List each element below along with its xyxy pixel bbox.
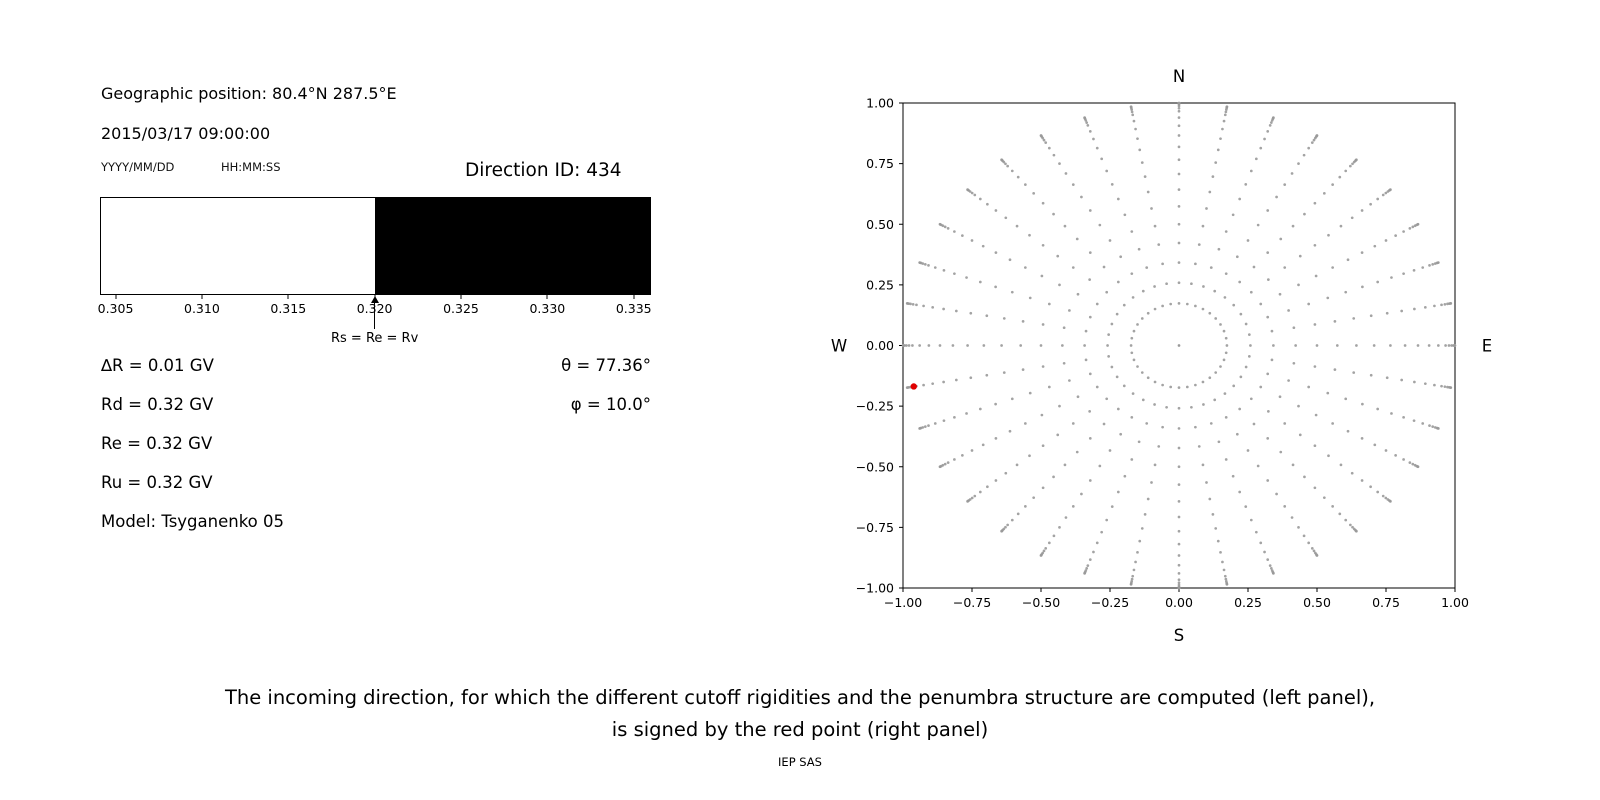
date-format-hint: YYYY/MM/DD xyxy=(101,160,175,174)
theta-value: θ = 77.36° xyxy=(561,356,651,375)
penumbra-tick-mark xyxy=(546,295,548,299)
penumbra-tick-label: 0.310 xyxy=(184,301,220,316)
penumbra-tick-mark xyxy=(633,295,635,299)
boundary-arrow-label: Rs = Re = Rv xyxy=(330,331,419,346)
penumbra-tick-label: 0.325 xyxy=(443,301,479,316)
direction-grid-dots xyxy=(901,101,1457,590)
compass-south-label: S xyxy=(1174,626,1184,645)
svg-text:−0.50: −0.50 xyxy=(856,459,894,474)
param-delta-r: ∆R = 0.01 GV xyxy=(101,356,214,375)
compass-west-label: W xyxy=(831,337,847,356)
selected-direction-point xyxy=(910,383,917,390)
penumbra-tick-mark xyxy=(115,295,117,299)
svg-text:−0.75: −0.75 xyxy=(953,595,991,610)
svg-text:0.75: 0.75 xyxy=(866,156,894,171)
penumbra-tick-mark xyxy=(460,295,462,299)
svg-text:0.25: 0.25 xyxy=(1234,595,1262,610)
svg-text:1.00: 1.00 xyxy=(866,96,894,111)
direction-id-text: Direction ID: 434 xyxy=(465,160,622,181)
penumbra-tick-label: 0.305 xyxy=(97,301,134,316)
caption-line-1: The incoming direction, for which the di… xyxy=(224,686,1376,709)
caption-line-2: is signed by the red point (right panel) xyxy=(611,718,989,741)
svg-text:0.25: 0.25 xyxy=(866,277,894,292)
arrow-line xyxy=(374,301,376,329)
svg-text:−0.25: −0.25 xyxy=(1091,595,1129,610)
svg-text:0.00: 0.00 xyxy=(866,338,894,353)
compass-north-label: N xyxy=(1173,67,1185,86)
param-re: Re = 0.32 GV xyxy=(101,434,213,453)
svg-text:−0.75: −0.75 xyxy=(856,520,894,535)
credit-text: IEP SAS xyxy=(778,755,822,769)
arrow-up-icon xyxy=(370,296,379,303)
penumbra-forbidden-region xyxy=(374,198,650,294)
penumbra-tick-label: 0.315 xyxy=(270,301,307,316)
penumbra-structure-bar xyxy=(100,197,651,295)
svg-text:0.75: 0.75 xyxy=(1372,595,1400,610)
svg-text:0.50: 0.50 xyxy=(866,217,894,232)
penumbra-tick-label: 0.330 xyxy=(529,301,566,316)
svg-text:−1.00: −1.00 xyxy=(884,595,922,610)
param-rd: Rd = 0.32 GV xyxy=(101,395,214,414)
svg-text:−0.50: −0.50 xyxy=(1022,595,1060,610)
compass-east-label: E xyxy=(1482,337,1492,356)
svg-text:−1.00: −1.00 xyxy=(856,581,894,596)
penumbra-tick-mark xyxy=(201,295,203,299)
penumbra-tick-label: 0.335 xyxy=(615,301,652,316)
svg-text:1.00: 1.00 xyxy=(1441,595,1469,610)
y-axis: 1.00 0.75 0.50 0.25 0.00 −0.25 −0.50 −0.75 −1.00 xyxy=(856,96,903,596)
geographic-position-text: Geographic position: 80.4°N 287.5°E xyxy=(101,84,397,103)
datetime-text: 2015/03/17 09:00:00 xyxy=(101,124,271,143)
direction-scatter-plot: −1.00 −0.75 −0.50 −0.25 0.00 0.25 0.50 0.75 1.00… xyxy=(831,67,1492,645)
time-format-hint: HH:MM:SS xyxy=(221,160,281,174)
phi-value: φ = 10.0° xyxy=(570,395,651,414)
param-ru: Ru = 0.32 GV xyxy=(101,473,213,492)
compass-labels: N S W E xyxy=(831,67,1492,645)
svg-text:−0.25: −0.25 xyxy=(856,399,894,414)
svg-text:0.50: 0.50 xyxy=(1303,595,1331,610)
x-axis: −1.00 −0.75 −0.50 −0.25 0.00 0.25 0.50 0.75 1.00 xyxy=(884,588,1469,610)
svg-text:0.00: 0.00 xyxy=(1165,595,1193,610)
param-model: Model: Tsyganenko 05 xyxy=(101,512,285,531)
penumbra-tick-mark xyxy=(287,295,289,299)
